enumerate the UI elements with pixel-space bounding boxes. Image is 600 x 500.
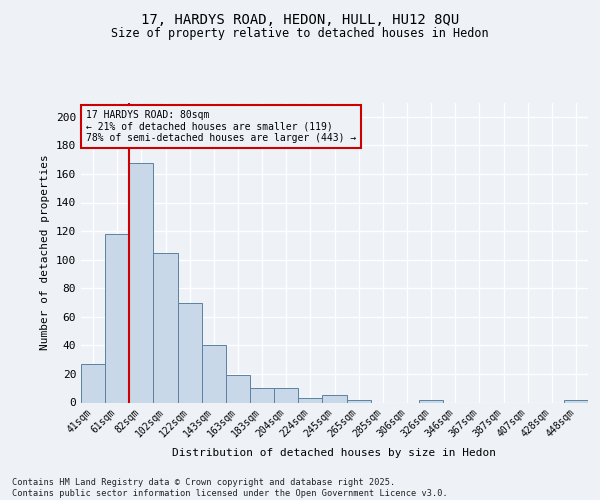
Bar [178, 302, 202, 402]
Y-axis label: Number of detached properties: Number of detached properties [40, 154, 50, 350]
Bar [347, 400, 371, 402]
Bar [298, 398, 322, 402]
Text: 17, HARDYS ROAD, HEDON, HULL, HU12 8QU: 17, HARDYS ROAD, HEDON, HULL, HU12 8QU [141, 12, 459, 26]
Bar [322, 396, 347, 402]
Bar [129, 162, 154, 402]
Bar [202, 346, 226, 403]
X-axis label: Distribution of detached houses by size in Hedon: Distribution of detached houses by size … [173, 448, 497, 458]
Text: Contains HM Land Registry data © Crown copyright and database right 2025.
Contai: Contains HM Land Registry data © Crown c… [12, 478, 448, 498]
Bar [250, 388, 274, 402]
Bar [226, 376, 250, 402]
Text: 17 HARDYS ROAD: 80sqm
← 21% of detached houses are smaller (119)
78% of semi-det: 17 HARDYS ROAD: 80sqm ← 21% of detached … [86, 110, 356, 143]
Bar [81, 364, 105, 403]
Bar [419, 400, 443, 402]
Bar [274, 388, 298, 402]
Bar [564, 400, 588, 402]
Text: Size of property relative to detached houses in Hedon: Size of property relative to detached ho… [111, 28, 489, 40]
Bar [105, 234, 129, 402]
Bar [154, 252, 178, 402]
